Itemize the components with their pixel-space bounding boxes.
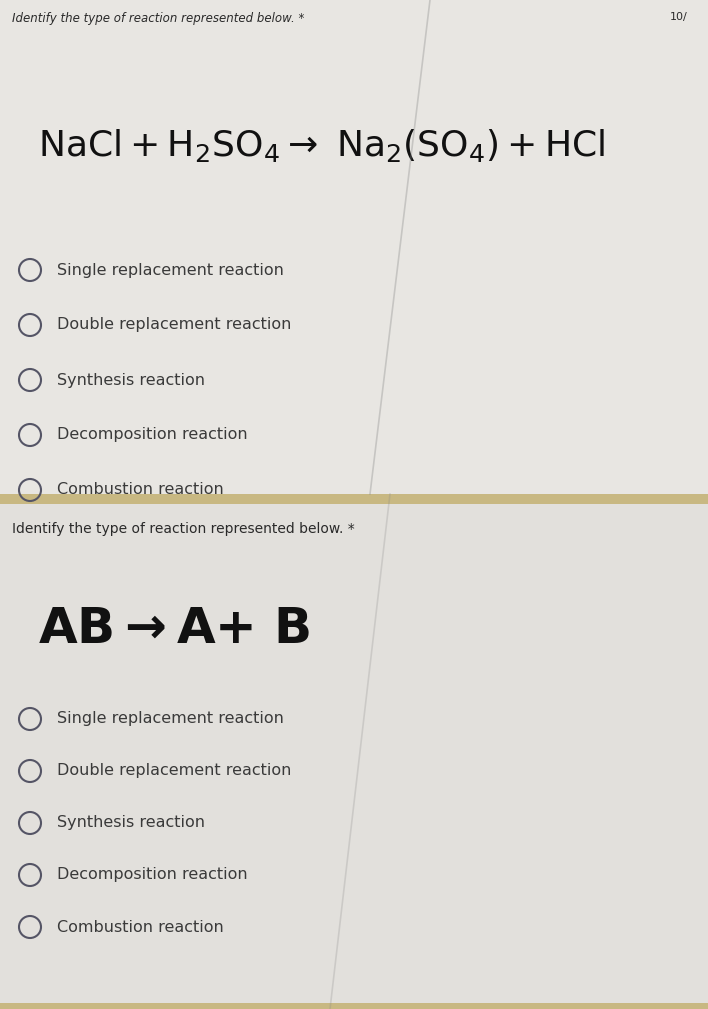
Text: Double replacement reaction: Double replacement reaction <box>57 764 292 779</box>
Text: Synthesis reaction: Synthesis reaction <box>57 372 205 387</box>
Text: Synthesis reaction: Synthesis reaction <box>57 815 205 830</box>
Text: Identify the type of reaction represented below. *: Identify the type of reaction represente… <box>12 522 355 536</box>
Bar <box>0 504 708 1009</box>
Text: Identify the type of reaction represented below. *: Identify the type of reaction represente… <box>12 12 304 25</box>
Text: Single replacement reaction: Single replacement reaction <box>57 262 284 277</box>
Text: $\mathsf{NaCl + H_2SO_4 \rightarrow\ Na_2(SO_4) + HCl}$: $\mathsf{NaCl + H_2SO_4 \rightarrow\ Na_… <box>38 126 605 163</box>
Bar <box>0 0 708 494</box>
Text: Combustion reaction: Combustion reaction <box>57 482 224 497</box>
Bar <box>0 1003 708 1009</box>
Bar <box>0 494 708 504</box>
Text: Double replacement reaction: Double replacement reaction <box>57 318 292 333</box>
Text: $\mathbf{AB{\rightarrow}A{+}\ B}$: $\mathbf{AB{\rightarrow}A{+}\ B}$ <box>38 605 309 653</box>
Text: Single replacement reaction: Single replacement reaction <box>57 711 284 726</box>
Text: 10/: 10/ <box>670 12 687 22</box>
Text: Combustion reaction: Combustion reaction <box>57 919 224 934</box>
Text: Decomposition reaction: Decomposition reaction <box>57 428 248 443</box>
Text: Decomposition reaction: Decomposition reaction <box>57 868 248 883</box>
